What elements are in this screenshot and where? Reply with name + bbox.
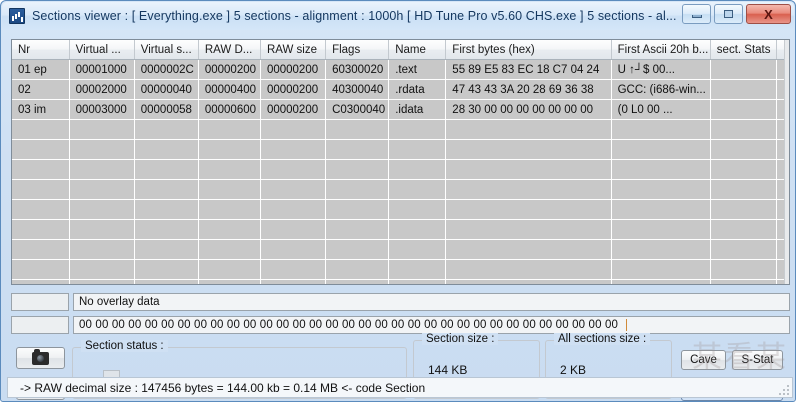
cell-first-bytes-hex: 47 43 43 3A 20 28 69 36 38 xyxy=(445,79,612,100)
col-virtual-address[interactable]: Virtual ... xyxy=(69,40,135,60)
table-row[interactable]: 02 00002000 00000040 00000400 00000200 4… xyxy=(12,79,789,100)
caption-buttons: X xyxy=(682,4,791,24)
table-row-empty[interactable] xyxy=(12,219,789,240)
cell-sect-stats xyxy=(710,79,777,100)
section-status-group: Section status : xyxy=(72,340,407,399)
col-virtual-size[interactable]: Virtual s... xyxy=(134,40,199,60)
cell-virtual-address: 00001000 xyxy=(69,59,135,80)
col-name[interactable]: Name xyxy=(388,40,447,60)
cell-flags: C0300040 xyxy=(325,99,390,120)
section-size-group: Section size : 144 KB xyxy=(413,333,540,399)
cell-nr: 03 im xyxy=(12,99,70,120)
camera-button[interactable] xyxy=(16,347,65,369)
close-button[interactable]: X xyxy=(746,4,791,24)
sections-grid[interactable]: Nr Virtual ... Virtual s... RAW D... RAW… xyxy=(11,39,790,285)
window-title: Sections viewer : [ Everything.exe ] 5 s… xyxy=(32,9,677,23)
text-caret xyxy=(626,319,628,331)
table-row-empty[interactable] xyxy=(12,159,789,180)
overlay-label-box xyxy=(11,293,69,311)
overlay-data-field[interactable]: No overlay data xyxy=(73,293,790,311)
cell-raw-size: 00000200 xyxy=(260,59,327,80)
title-bar[interactable]: Sections viewer : [ Everything.exe ] 5 s… xyxy=(2,2,794,30)
cell-flags: 60300020 xyxy=(325,59,390,80)
cell-virtual-size: 0000002C xyxy=(134,59,199,80)
status-bar-text: -> RAW decimal size : 147456 bytes = 144… xyxy=(20,380,426,395)
sections-table: Nr Virtual ... Virtual s... RAW D... RAW… xyxy=(12,40,789,284)
sections-viewer-icon xyxy=(9,8,25,24)
grid-vertical-scrollbar[interactable] xyxy=(784,40,789,284)
section-size-legend: Section size : xyxy=(422,333,499,345)
col-flags[interactable]: Flags xyxy=(325,40,390,60)
client-area: Nr Virtual ... Virtual s... RAW D... RAW… xyxy=(2,30,796,402)
col-sect-stats[interactable]: sect. Stats xyxy=(710,40,777,60)
cell-flags: 40300040 xyxy=(325,79,390,100)
camera-icon xyxy=(32,348,49,365)
hexdump-bytes: 00 00 00 00 00 00 00 00 00 00 00 00 00 0… xyxy=(79,319,619,331)
hexdump-label-box xyxy=(11,316,69,334)
all-sections-size-legend: All sections size : xyxy=(554,333,651,345)
hexdump-field[interactable]: 00 00 00 00 00 00 00 00 00 00 00 00 00 0… xyxy=(73,316,790,334)
all-sections-size-value: 2 KB xyxy=(560,363,587,377)
cell-raw-data: 00000200 xyxy=(198,59,261,80)
cell-nr: 02 xyxy=(12,79,70,100)
cell-raw-size: 00000200 xyxy=(260,79,327,100)
cell-raw-size: 00000200 xyxy=(260,99,327,120)
cell-virtual-address: 00002000 xyxy=(69,79,135,100)
col-first-bytes-hex[interactable]: First bytes (hex) xyxy=(445,40,612,60)
cell-raw-data: 00000600 xyxy=(198,99,261,120)
table-row-empty[interactable] xyxy=(12,199,789,220)
table-row-empty[interactable] xyxy=(12,279,789,284)
table-header-row: Nr Virtual ... Virtual s... RAW D... RAW… xyxy=(12,40,789,60)
col-first-ascii[interactable]: First Ascii 20h b... xyxy=(611,40,711,60)
cell-nr: 01 ep xyxy=(12,59,70,80)
cell-virtual-address: 00003000 xyxy=(69,99,135,120)
table-row-empty[interactable] xyxy=(12,259,789,280)
table-row[interactable]: 03 im 00003000 00000058 00000600 0000020… xyxy=(12,99,789,120)
col-nr[interactable]: Nr xyxy=(12,40,70,60)
maximize-icon xyxy=(724,10,733,18)
maximize-button[interactable] xyxy=(714,4,743,24)
s-stat-button[interactable]: S-Stat xyxy=(732,350,783,370)
table-row-empty[interactable] xyxy=(12,179,789,200)
table-body: 01 ep 00001000 0000002C 00000200 0000020… xyxy=(12,59,789,284)
cell-first-bytes-hex: 55 89 E5 83 EC 18 C7 04 24 xyxy=(445,59,612,80)
cell-sect-stats xyxy=(710,59,777,80)
cell-first-ascii: (0 L0 00 ... xyxy=(611,99,711,120)
minimize-button[interactable] xyxy=(682,4,711,24)
col-raw-size[interactable]: RAW size xyxy=(260,40,327,60)
table-row-empty[interactable] xyxy=(12,139,789,160)
cell-name: .rdata xyxy=(388,79,447,100)
cell-first-ascii: U ↑┘$ 00... xyxy=(611,59,711,80)
cave-button[interactable]: Cave xyxy=(681,350,726,370)
section-status-legend: Section status : xyxy=(81,340,168,352)
table-row-empty[interactable] xyxy=(12,119,789,140)
cell-name: .idata xyxy=(388,99,447,120)
cell-first-ascii: GCC: (i686-win... xyxy=(611,79,711,100)
minimize-icon xyxy=(691,15,702,18)
cell-first-bytes-hex: 28 30 00 00 00 00 00 00 00 xyxy=(445,99,612,120)
cell-raw-data: 00000400 xyxy=(198,79,261,100)
table-row-empty[interactable] xyxy=(12,239,789,260)
status-bar: -> RAW decimal size : 147456 bytes = 144… xyxy=(7,377,793,398)
cell-virtual-size: 00000040 xyxy=(134,79,199,100)
section-size-value: 144 KB xyxy=(428,363,468,377)
cell-virtual-size: 00000058 xyxy=(134,99,199,120)
resize-grip-icon[interactable] xyxy=(777,383,789,395)
all-sections-size-group: All sections size : 2 KB xyxy=(545,333,672,399)
cell-sect-stats xyxy=(710,99,777,120)
cell-name: .text xyxy=(388,59,447,80)
table-row[interactable]: 01 ep 00001000 0000002C 00000200 0000020… xyxy=(12,59,789,80)
col-raw-data[interactable]: RAW D... xyxy=(198,40,261,60)
